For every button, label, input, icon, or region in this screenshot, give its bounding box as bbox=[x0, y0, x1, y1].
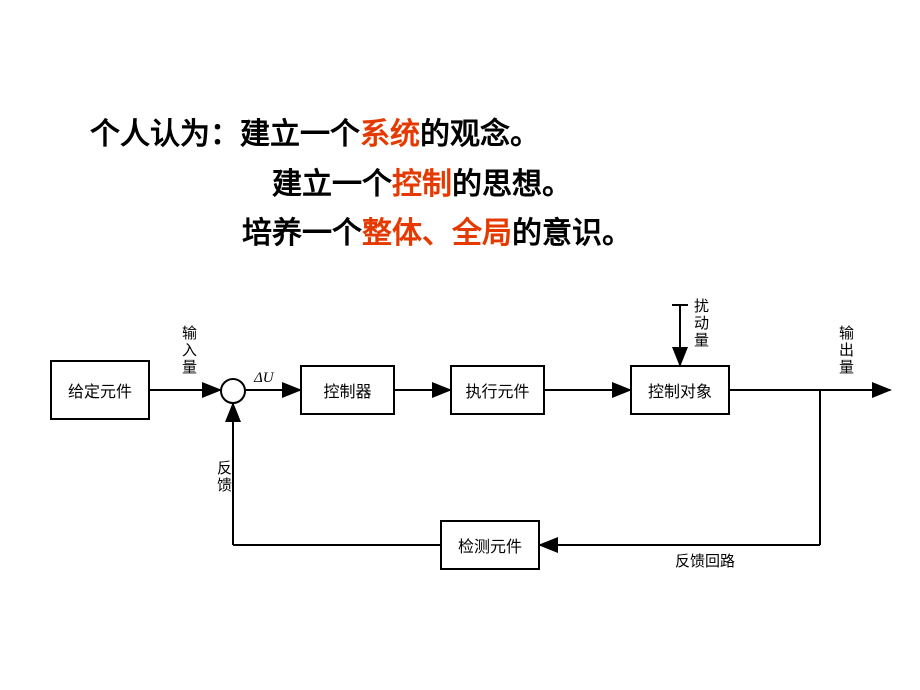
label-output: 输出量 bbox=[835, 325, 856, 376]
line2-prefix: 建立一个 bbox=[272, 168, 392, 201]
node-given: 给定元件 bbox=[50, 360, 150, 420]
text-line-1: 个人认为：建立一个系统的观念。 bbox=[90, 110, 850, 160]
node-sensor-label: 检测元件 bbox=[458, 533, 522, 557]
node-controller-label: 控制器 bbox=[323, 378, 371, 402]
node-actuator: 执行元件 bbox=[450, 365, 545, 415]
control-system-diagram: 给定元件 控制器 执行元件 控制对象 检测元件 输入量 ΔU 扰动量 输出量 反… bbox=[20, 300, 900, 630]
label-feedback-loop: 反馈回路 bbox=[675, 550, 735, 571]
text-line-3: 培养一个整体、全局的意识。 bbox=[242, 209, 850, 259]
line3-prefix: 培养一个 bbox=[242, 217, 362, 250]
node-plant: 控制对象 bbox=[630, 365, 730, 415]
line3-highlight: 整体、全局 bbox=[362, 217, 512, 250]
label-input: 输入量 bbox=[178, 325, 199, 376]
node-sum bbox=[220, 378, 246, 404]
node-given-label: 给定元件 bbox=[68, 378, 132, 402]
line2-highlight: 控制 bbox=[392, 168, 452, 201]
label-feedback: 反馈 bbox=[213, 460, 234, 494]
label-disturbance: 扰动量 bbox=[690, 298, 711, 349]
diagram-edges bbox=[20, 300, 900, 630]
line1-suffix: 的观念。 bbox=[420, 118, 540, 151]
line1-prefix: 个人认为：建立一个 bbox=[90, 118, 360, 151]
line1-highlight: 系统 bbox=[360, 118, 420, 151]
node-actuator-label: 执行元件 bbox=[465, 378, 529, 402]
line3-suffix: 的意识。 bbox=[512, 217, 632, 250]
heading-text: 个人认为：建立一个系统的观念。 建立一个控制的思想。 培养一个整体、全局的意识。 bbox=[90, 110, 850, 259]
node-plant-label: 控制对象 bbox=[648, 378, 712, 402]
node-sensor: 检测元件 bbox=[440, 520, 540, 570]
label-delta-u: ΔU bbox=[254, 370, 274, 387]
node-controller: 控制器 bbox=[300, 365, 395, 415]
text-line-2: 建立一个控制的思想。 bbox=[272, 160, 850, 210]
line2-suffix: 的思想。 bbox=[452, 168, 572, 201]
